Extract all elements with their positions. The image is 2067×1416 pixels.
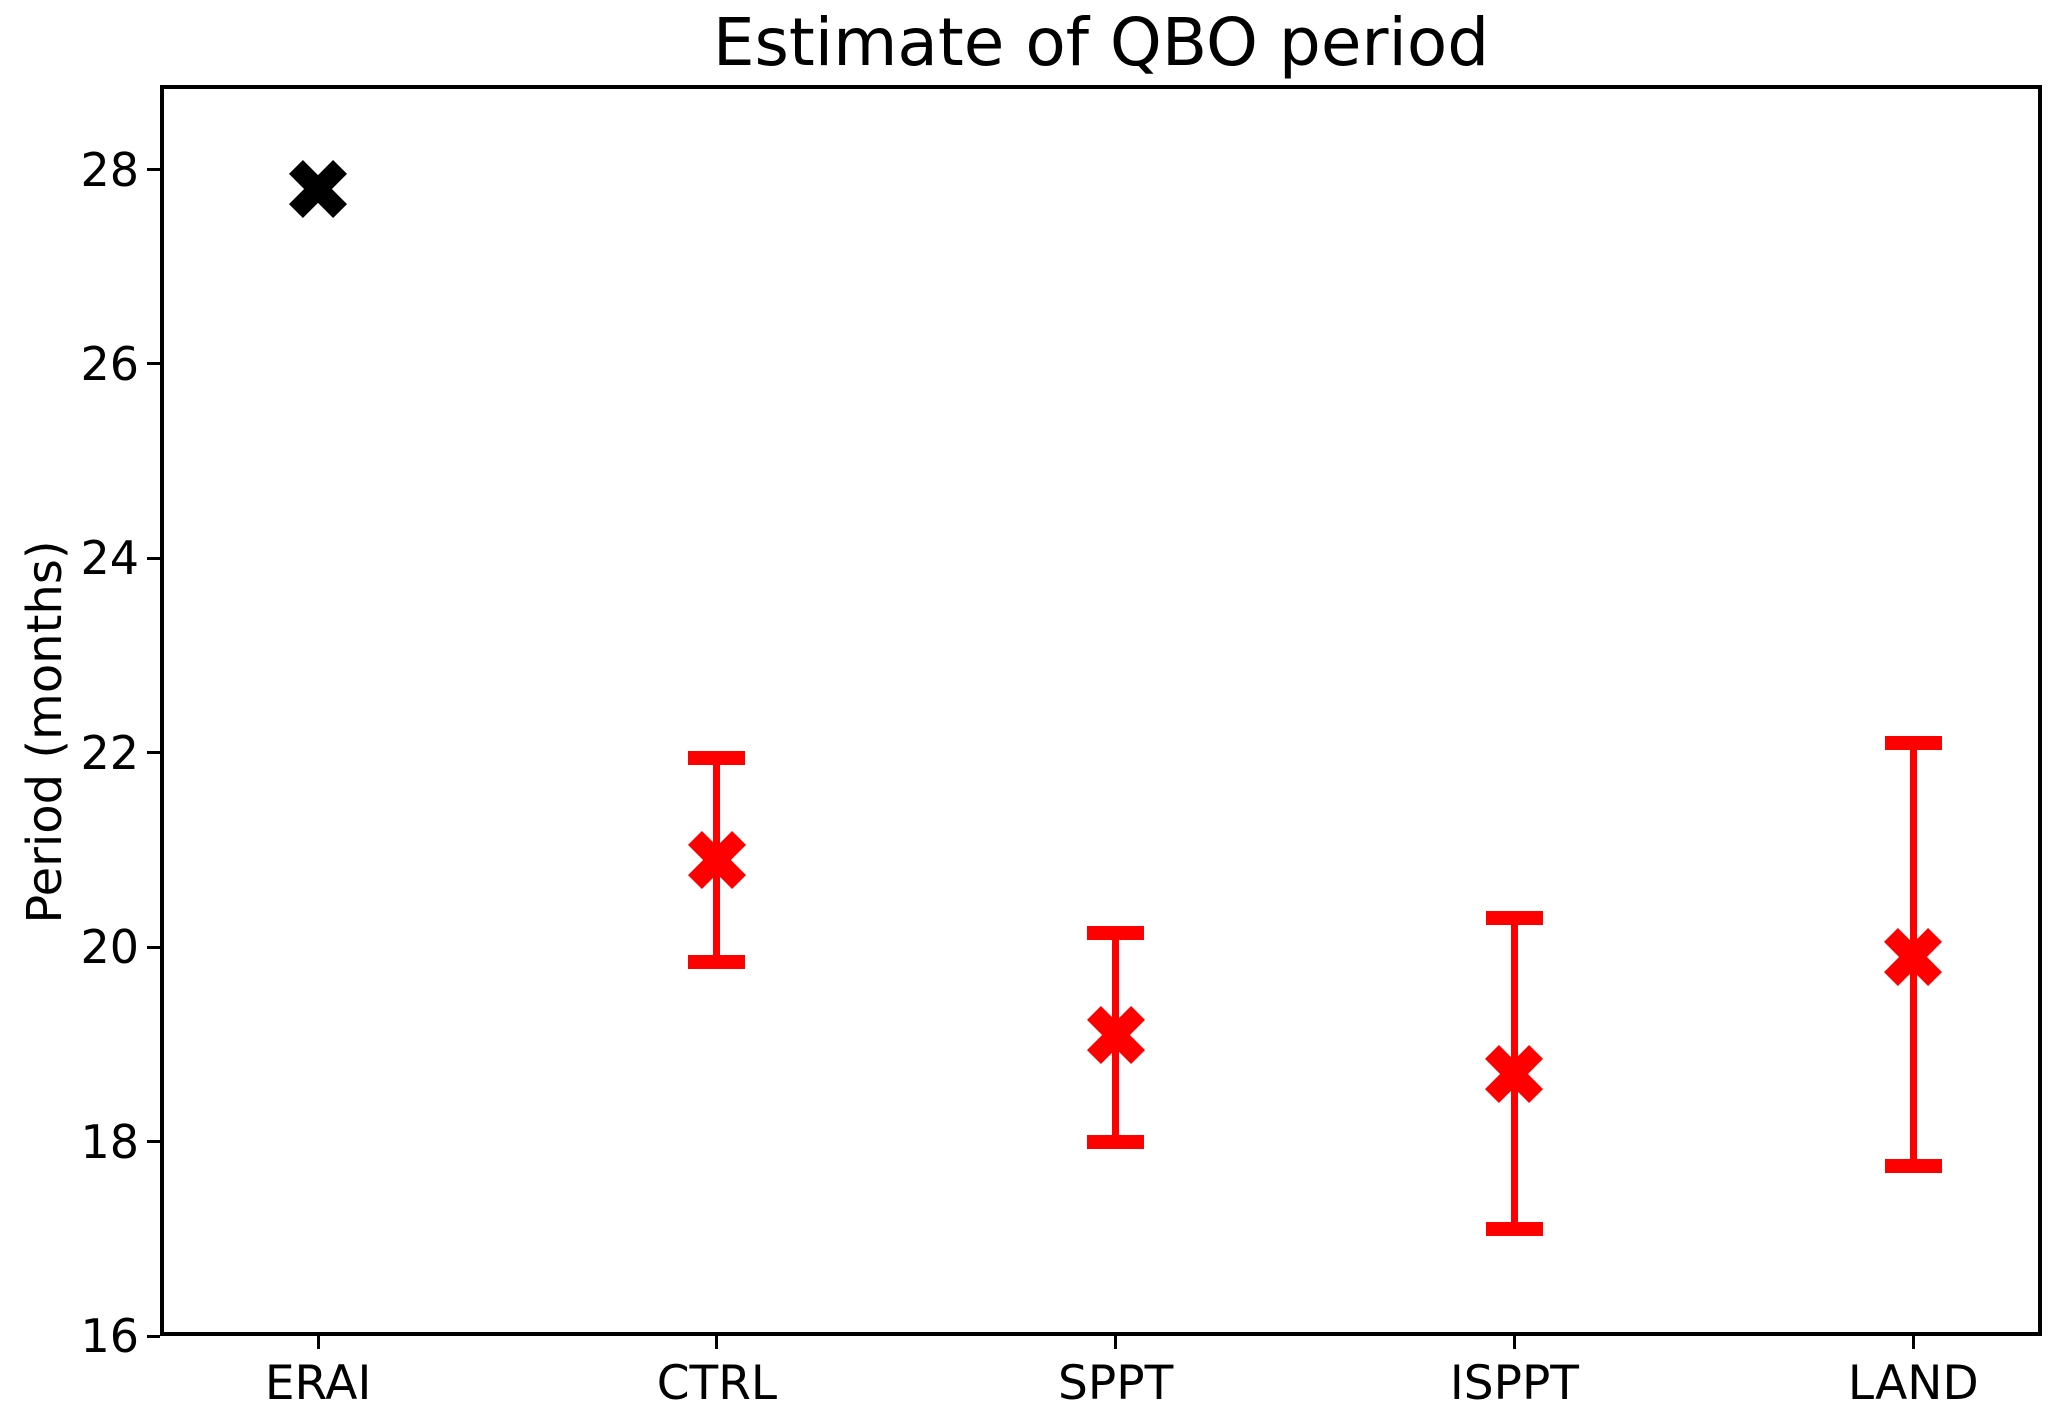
x-tick-label-ERAI: ERAI bbox=[264, 1356, 372, 1411]
y-tick-label: 18 bbox=[80, 1114, 139, 1169]
y-tick-mark bbox=[147, 556, 160, 560]
x-tick-mark bbox=[316, 1336, 320, 1349]
data-point-marker-ERAI bbox=[289, 160, 348, 218]
data-point-marker-CTRL bbox=[687, 830, 746, 889]
chart-title: Estimate of QBO period bbox=[712, 4, 1490, 81]
y-tick-mark bbox=[147, 751, 160, 755]
y-tick-mark bbox=[147, 1334, 160, 1338]
x-tick-mark bbox=[1114, 1336, 1118, 1349]
x-tick-mark bbox=[715, 1336, 719, 1349]
error-bar-cap-top-ISPPT bbox=[1485, 911, 1543, 926]
x-tick-mark bbox=[1911, 1336, 1915, 1349]
y-tick-mark bbox=[147, 362, 160, 366]
data-point-marker-ISPPT bbox=[1485, 1044, 1544, 1103]
y-tick-label: 16 bbox=[80, 1309, 139, 1363]
y-tick-mark bbox=[147, 1140, 160, 1144]
error-bar-cap-bottom-SPPT bbox=[1087, 1134, 1145, 1149]
error-bar-cap-top-LAND bbox=[1884, 736, 1942, 751]
y-tick-label: 22 bbox=[80, 725, 139, 780]
data-point-marker-LAND bbox=[1884, 927, 1943, 986]
error-bar-cap-bottom-ISPPT bbox=[1485, 1222, 1543, 1237]
error-bar-cap-bottom-CTRL bbox=[688, 954, 746, 969]
x-tick-label-CTRL: CTRL bbox=[656, 1356, 778, 1411]
x-tick-label-SPPT: SPPT bbox=[1058, 1356, 1174, 1411]
error-bar-cap-bottom-LAND bbox=[1884, 1158, 1942, 1173]
error-bar-cap-top-CTRL bbox=[688, 750, 746, 765]
data-point-marker-SPPT bbox=[1086, 1005, 1145, 1064]
y-tick-label: 20 bbox=[80, 920, 139, 975]
x-tick-mark bbox=[1512, 1336, 1516, 1349]
y-tick-mark bbox=[147, 945, 160, 949]
y-tick-label: 24 bbox=[80, 531, 139, 586]
x-tick-label-LAND: LAND bbox=[1847, 1356, 1979, 1411]
x-tick-label-ISPPT: ISPPT bbox=[1449, 1356, 1580, 1411]
y-tick-label: 28 bbox=[80, 142, 139, 197]
error-bar-cap-top-SPPT bbox=[1087, 925, 1145, 940]
y-tick-label: 26 bbox=[80, 336, 139, 391]
y-tick-mark bbox=[147, 168, 160, 172]
plot-area bbox=[160, 85, 2042, 1336]
